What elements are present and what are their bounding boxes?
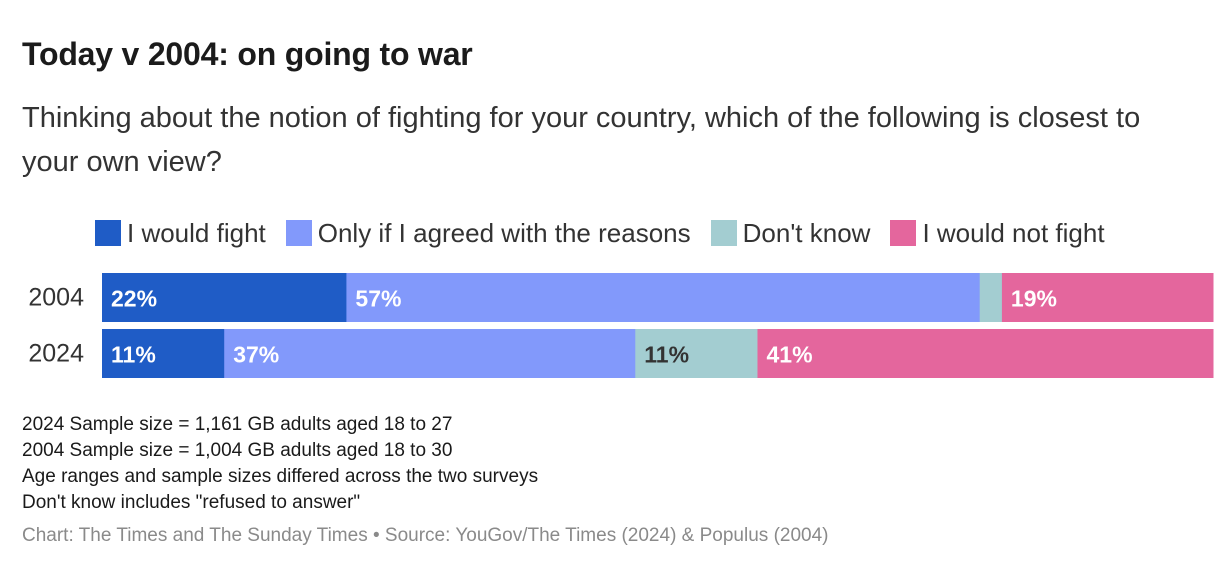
legend-label-dont-know: Don't know <box>742 217 871 248</box>
data-label-2024-1: 37% <box>233 342 279 368</box>
stacked-bar-chart: 2004 22% 57% 19% 2024 11% 37% 11% 41% <box>28 273 1214 378</box>
chart-notes: 2024 Sample size = 1,161 GB adults aged … <box>22 412 538 516</box>
data-label-2024-3: 41% <box>766 342 812 368</box>
legend-item-agreed: Only if I agreed with the reasons <box>285 217 691 249</box>
note-line: 2024 Sample size = 1,161 GB adults aged … <box>22 414 453 435</box>
legend-item-dont-know: Don't know <box>710 217 871 249</box>
legend-item-fight: I would fight <box>95 218 266 249</box>
chart-subtitle: Thinking about the notion of fighting fo… <box>22 102 1141 178</box>
chart-legend: I would fight Only if I agreed with the … <box>95 215 1125 251</box>
legend-item-not-fight: I would not fight <box>890 217 1105 249</box>
legend-label-fight: I would fight <box>127 217 266 248</box>
data-label-2024-2: 11% <box>644 342 689 368</box>
legend-swatch-dont-know <box>710 220 737 246</box>
chart-title: Today v 2004: on going to war <box>22 36 473 72</box>
chart-source: Chart: The Times and The Sunday Times • … <box>22 525 829 546</box>
category-label-2024: 2024 <box>28 340 84 368</box>
bar-segment-2024-1 <box>224 329 636 378</box>
legend-swatch-not-fight <box>890 220 917 246</box>
legend-swatch-fight <box>95 220 121 246</box>
bar-segment-2004-3 <box>1001 273 1214 322</box>
bar-segment-2024-2 <box>635 329 758 378</box>
bar-segment-2004-1 <box>346 273 981 322</box>
note-line: Age ranges and sample sizes differed acr… <box>22 466 539 487</box>
data-label-2004-0: 22% <box>111 286 157 312</box>
category-label-2004: 2004 <box>28 284 84 312</box>
note-line: 2004 Sample size = 1,004 GB adults aged … <box>22 440 453 461</box>
note-line: Don't know includes "refused to answer" <box>22 492 361 513</box>
bar-segment-2004-0 <box>102 273 347 322</box>
data-label-2004-3: 19% <box>1011 286 1057 312</box>
data-label-2024-0: 11% <box>111 342 156 368</box>
legend-label-not-fight: I would not fight <box>922 217 1105 248</box>
legend-swatch-agreed <box>285 220 312 246</box>
bar-segment-2004-2 <box>979 273 1003 322</box>
legend-label-agreed: Only if I agreed with the reasons <box>317 217 691 248</box>
data-label-2004-1: 57% <box>355 286 401 312</box>
bar-segment-2024-0 <box>102 329 225 378</box>
bar-segment-2024-3 <box>757 329 1214 378</box>
